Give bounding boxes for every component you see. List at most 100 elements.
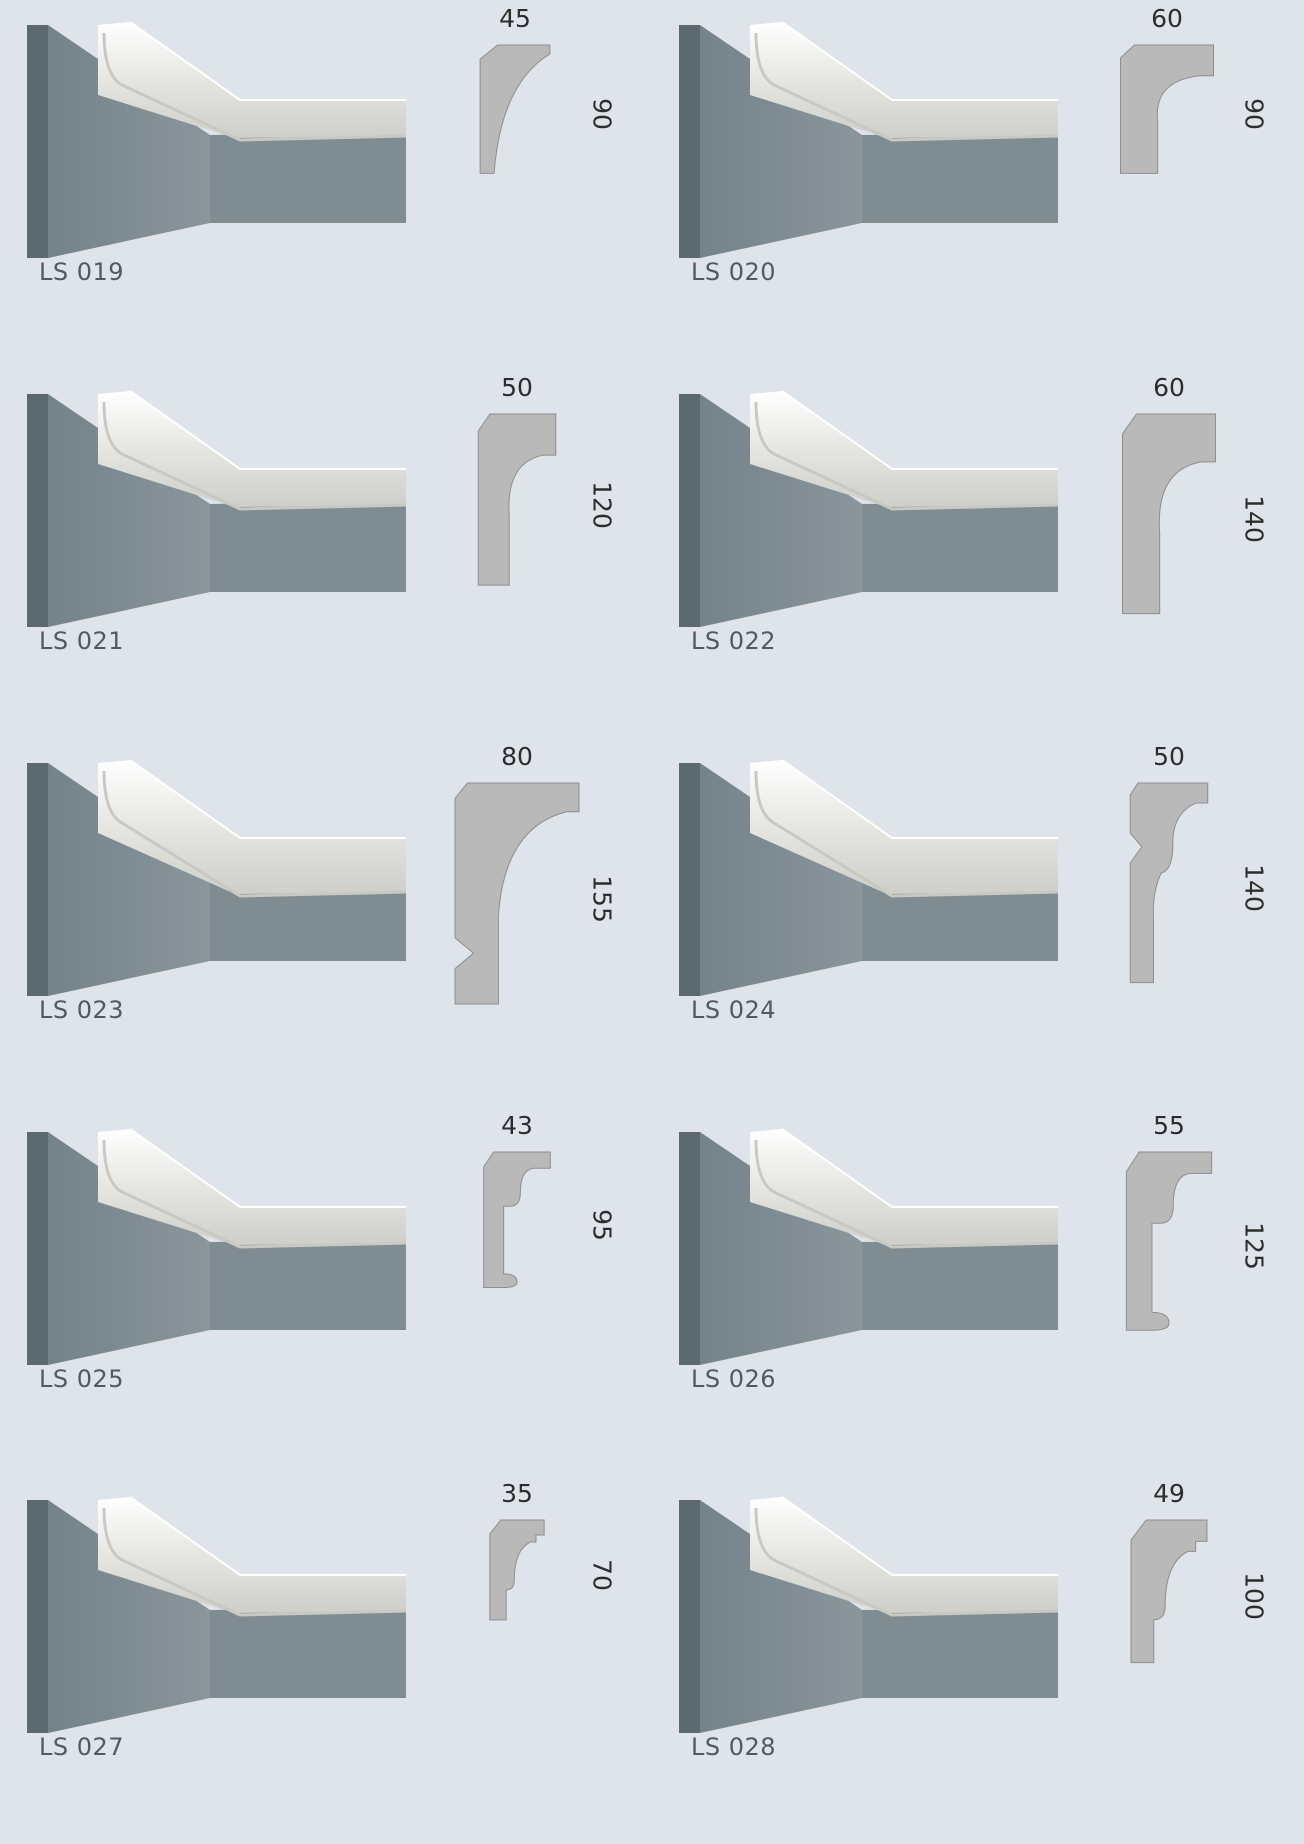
moulding-shadow-line: [754, 32, 1059, 142]
wall-edge: [679, 1500, 700, 1733]
moulding-render: [27, 759, 580, 1005]
wall-edge: [679, 1132, 700, 1365]
profile-width-label: 50: [1153, 742, 1185, 771]
moulding-shadow-line: [102, 32, 407, 142]
moulding-top-edge: [129, 1496, 406, 1576]
moulding-top-edge: [781, 21, 1058, 101]
profile-height-text: 140: [1239, 863, 1269, 912]
wall-side: [700, 1132, 862, 1365]
wall-back: [210, 1607, 406, 1698]
moulding-shadow-line: [754, 1139, 1059, 1249]
wall-back: [862, 1239, 1058, 1330]
profile-cross-section: [1129, 782, 1209, 984]
product-code: LS 028: [691, 1733, 777, 1761]
product-code: LS 023: [39, 996, 125, 1024]
profile-cross-section: [483, 1151, 551, 1288]
product-card: 45 90 LS 019: [0, 0, 652, 369]
product-card: 60 140 LS 022: [652, 369, 1304, 738]
product-card: 55 125 LS 026: [652, 1107, 1304, 1476]
profile-group: [1129, 782, 1209, 984]
product-code: LS 020: [691, 258, 777, 286]
profile-width-label: 35: [501, 1479, 533, 1508]
wall-side: [48, 763, 210, 996]
moulding-render: [679, 390, 1216, 627]
profile-group: [489, 1519, 545, 1621]
moulding-render: [27, 1496, 545, 1733]
wall-back: [862, 132, 1058, 223]
profile-height-text: 125: [1239, 1222, 1269, 1270]
profile-cross-section: [477, 413, 557, 586]
profile-width-label: 50: [501, 373, 533, 402]
product-card: 49 100 LS 028: [652, 1475, 1304, 1844]
wall-edge: [679, 25, 700, 258]
wall-edge: [27, 394, 48, 627]
moulding-shadow-line: [102, 1139, 407, 1249]
profile-height-text: 155: [587, 874, 617, 923]
wall-side: [700, 394, 862, 627]
product-code: LS 019: [39, 258, 125, 286]
moulding-top-edge: [129, 1128, 406, 1208]
moulding-shadow-line: [102, 770, 407, 898]
product-card: 60 90 LS 020: [652, 0, 1304, 369]
profile-width-label: 80: [501, 742, 533, 771]
profile-cross-section: [1130, 1519, 1208, 1664]
moulding-render: [679, 759, 1209, 996]
product-code: LS 024: [691, 996, 777, 1024]
moulding-shadow-line: [754, 770, 1059, 898]
wall-back: [210, 501, 406, 592]
profile-height-text: 95: [587, 1208, 617, 1241]
profile-cross-section: [1120, 44, 1214, 174]
moulding-shadow-line: [102, 401, 407, 511]
moulding-render: [679, 1128, 1213, 1365]
moulding-top-edge: [129, 390, 406, 470]
product-card: 35 70 LS 027: [0, 1475, 652, 1844]
wall-side: [700, 1500, 862, 1733]
profile-width-label: 55: [1153, 1111, 1185, 1140]
profile-group: [483, 1151, 551, 1288]
product-card: 50 140 LS 024: [652, 738, 1304, 1107]
product-code: LS 026: [691, 1365, 777, 1393]
profile-group: [477, 413, 557, 586]
moulding-top-edge: [129, 21, 406, 101]
product-code: LS 025: [39, 1365, 125, 1393]
wall-edge: [27, 1132, 48, 1365]
profile-group: [1125, 1151, 1213, 1331]
profile-cross-section: [1122, 413, 1216, 615]
profile-group: [1122, 413, 1216, 615]
profile-height-text: 100: [1239, 1572, 1269, 1621]
profile-width-label: 60: [1151, 4, 1183, 33]
wall-side: [48, 1500, 210, 1733]
wall-edge: [679, 763, 700, 996]
profile-height-text: 90: [587, 98, 617, 131]
profile-cross-section: [1125, 1151, 1213, 1331]
wall-back: [210, 1239, 406, 1330]
product-code: LS 022: [691, 627, 777, 655]
moulding-body: [98, 760, 406, 894]
profile-height-text: 140: [1239, 494, 1269, 543]
moulding-top-edge: [781, 390, 1058, 470]
wall-back: [210, 132, 406, 223]
wall-side: [48, 394, 210, 627]
wall-side: [700, 763, 862, 996]
moulding-render: [679, 1496, 1208, 1733]
moulding-render: [27, 21, 551, 258]
profile-group: [479, 44, 551, 174]
moulding-render: [679, 21, 1214, 258]
moulding-top-edge: [781, 759, 1058, 839]
profile-group: [1120, 44, 1214, 174]
moulding-top-edge: [129, 759, 406, 839]
product-code: LS 027: [39, 1733, 125, 1761]
moulding-body: [750, 760, 1058, 894]
product-card: 80 155 LS 023: [0, 738, 652, 1107]
profile-height-text: 120: [587, 480, 617, 529]
moulding-top-edge: [781, 1128, 1058, 1208]
profile-height-text: 90: [1239, 98, 1269, 131]
profile-width-label: 60: [1153, 373, 1185, 402]
profile-cross-section: [454, 782, 580, 1005]
wall-edge: [679, 394, 700, 627]
profile-group: [1130, 1519, 1208, 1664]
wall-back: [862, 501, 1058, 592]
wall-edge: [27, 1500, 48, 1733]
wall-side: [48, 25, 210, 258]
profile-width-label: 43: [501, 1111, 533, 1140]
